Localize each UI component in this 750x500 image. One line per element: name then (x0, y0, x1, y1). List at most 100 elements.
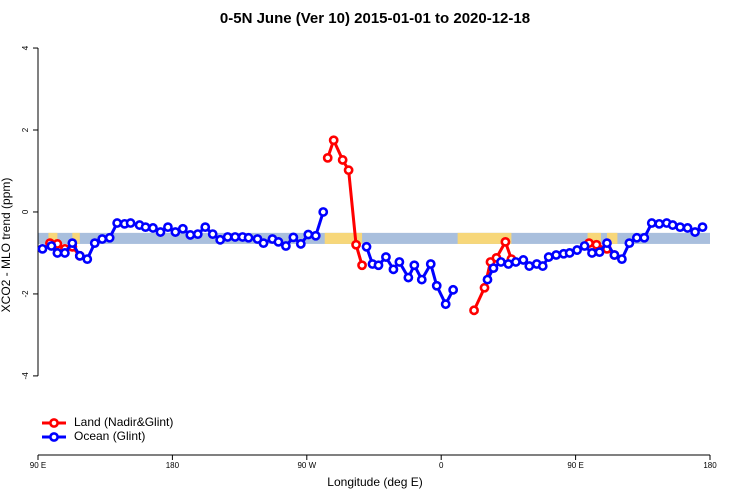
data-point (510, 257, 521, 267)
y-tick-label: 2 (21, 127, 30, 132)
data-point (381, 252, 391, 262)
data-point (97, 234, 108, 244)
data-point (337, 155, 348, 165)
data-point (537, 261, 548, 271)
y-tick-label: 4 (21, 45, 30, 50)
data-point (646, 218, 657, 228)
x-tick-label: 90 W (297, 461, 316, 470)
data-point (594, 247, 605, 258)
data-point (155, 227, 166, 237)
data-point (416, 274, 427, 285)
x-tick-label: 180 (166, 461, 180, 470)
x-tick-label: 90 E (30, 461, 46, 470)
data-point (74, 250, 85, 261)
data-point (448, 284, 459, 295)
data-point (357, 260, 367, 271)
land-band (72, 232, 80, 244)
x-axis-label: Longitude (deg E) (327, 475, 422, 489)
data-point (185, 230, 196, 240)
data-point (654, 218, 665, 229)
data-point (295, 239, 306, 249)
data-point (112, 218, 123, 228)
data-point (140, 222, 151, 233)
data-point (258, 238, 269, 249)
data-point (104, 232, 115, 243)
data-point (373, 260, 384, 271)
data-point (200, 222, 211, 233)
data-point (230, 232, 241, 242)
data-point (310, 230, 321, 241)
data-point (163, 222, 173, 233)
data-point (543, 252, 554, 262)
data-point (394, 257, 405, 267)
data-point (482, 274, 493, 285)
data-point (89, 238, 100, 249)
data-point (518, 255, 529, 265)
data-point (343, 165, 354, 176)
data-point (524, 261, 535, 271)
land-band (587, 232, 601, 244)
data-point (177, 223, 188, 234)
y-tick-label: 0 (21, 209, 30, 214)
data-point (440, 299, 451, 310)
data-point (690, 227, 700, 237)
data-point (82, 254, 93, 264)
data-point (67, 238, 78, 249)
data-point (222, 232, 233, 242)
data-point (37, 243, 48, 254)
x-tick-label: 90 E (567, 461, 583, 470)
data-point (503, 259, 514, 269)
legend-label: Land (Nadir&Glint) (74, 415, 173, 429)
ocean-band (38, 232, 710, 244)
land-band (324, 232, 363, 244)
data-point (639, 232, 650, 243)
data-point (318, 207, 329, 217)
data-point (351, 239, 361, 250)
legend-label: Ocean (Glint) (74, 429, 145, 443)
y-tick-label: -2 (21, 290, 30, 298)
data-point (667, 220, 678, 230)
data-point (469, 305, 479, 316)
data-point (280, 241, 291, 251)
data-point (215, 234, 226, 245)
land-band (606, 232, 618, 244)
chart-title: 0-5N June (Ver 10) 2015-01-01 to 2020-12… (220, 10, 530, 27)
data-point (624, 238, 635, 249)
data-point (616, 254, 627, 264)
data-point (675, 222, 686, 233)
data-point (192, 229, 203, 239)
data-point (303, 229, 314, 240)
data-point (388, 264, 399, 275)
data-point (551, 250, 562, 260)
data-point (125, 218, 136, 228)
data-point (496, 257, 506, 267)
data-point (322, 152, 333, 163)
data-point (409, 260, 420, 271)
data-point (602, 238, 612, 249)
data-point (631, 232, 642, 243)
data-point (500, 236, 511, 247)
data-point (52, 248, 63, 258)
x-tick-label: 0 (439, 461, 444, 470)
x-tick-label: 180 (703, 461, 717, 470)
data-point (425, 259, 436, 269)
data-point (170, 227, 181, 237)
data-point (403, 272, 414, 283)
land-band (48, 232, 58, 244)
data-point (288, 232, 299, 243)
legend-marker (49, 418, 59, 428)
data-point (587, 248, 597, 258)
data-point (273, 236, 284, 247)
y-axis-label: XCO2 - MLO trend (ppm) (0, 178, 13, 313)
data-point (431, 280, 442, 291)
data-point (361, 241, 372, 252)
data-point (328, 135, 339, 146)
data-point (59, 248, 70, 258)
data-point (609, 250, 620, 260)
data-point (488, 263, 499, 274)
y-tick-label: -4 (21, 372, 30, 380)
data-point (572, 245, 582, 255)
data-point (682, 223, 693, 233)
